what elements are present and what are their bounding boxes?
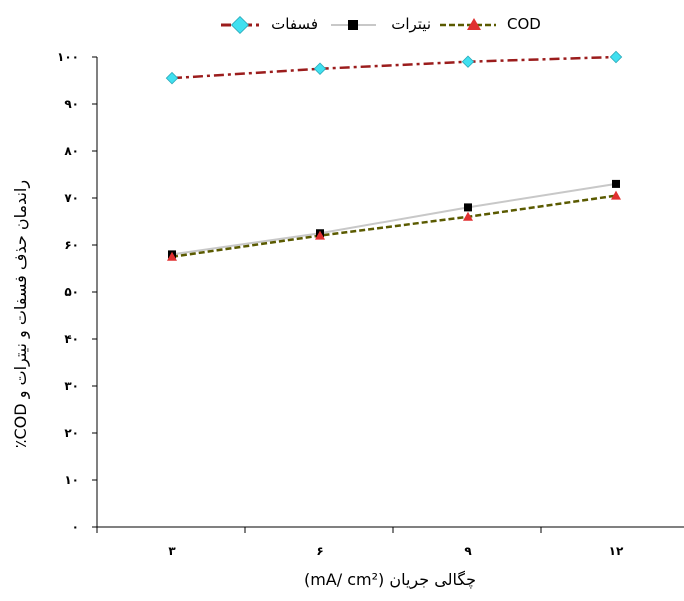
legend-label-nitrate: نیترات (391, 15, 431, 33)
x-tick-label: ۱۲ (609, 544, 624, 558)
y-tick-label: ۹۰ (64, 97, 79, 111)
data-point (612, 179, 620, 188)
y-tick-label: ۳۰ (64, 379, 79, 393)
data-point (463, 211, 473, 221)
data-point (464, 203, 472, 212)
data-point (313, 62, 327, 75)
y-tick-label: ۵۰ (64, 285, 79, 299)
x-tick-label: ۳ (168, 544, 176, 558)
x-axis-title: چگالی جریان (mA/ cm²) (304, 570, 476, 590)
y-tick-label: ۱۰ (64, 473, 79, 487)
y-tick-label: ۲۰ (64, 426, 79, 440)
y-axis: ۰ ۱۰ ۲۰ ۳۰ ۴۰ ۵۰ ۶۰ ۷۰ ۸۰ ۹۰ ۱۰۰ (57, 50, 98, 534)
plot-area: ۰ ۱۰ ۲۰ ۳۰ ۴۰ ۵۰ ۶۰ ۷۰ ۸۰ ۹۰ ۱۰۰ ۳ ۶ ۹ ۱۲ (57, 50, 684, 558)
data-point (167, 251, 177, 261)
series-line-1 (171, 182, 617, 256)
y-tick-label: ۱۰۰ (57, 50, 79, 64)
y-tick-label: ۶۰ (64, 238, 79, 252)
series-line-2 (171, 194, 617, 258)
y-tick-label: ۷۰ (64, 191, 79, 205)
data-point (611, 190, 621, 200)
legend-label-cod: COD (507, 15, 541, 33)
y-tick-label: ۴۰ (64, 332, 79, 346)
x-tick-label: ۹ (464, 544, 472, 558)
legend-item-nitrate: نیترات (331, 15, 431, 33)
y-axis-title: راندمان حذف فسفات و نیترات و COD٪ (11, 180, 31, 448)
legend: فسفات نیترات COD (221, 15, 541, 35)
legend-item-phosphate: فسفات (221, 15, 318, 35)
series-line-0 (171, 55, 617, 80)
data-point (165, 71, 179, 85)
data-point (461, 55, 475, 68)
y-tick-label: ۸۰ (64, 144, 79, 158)
legend-item-cod: COD (440, 15, 541, 33)
legend-label-phosphate: فسفات (271, 15, 318, 33)
y-tick-label: ۰ (72, 520, 79, 534)
series-layer (165, 50, 623, 261)
x-tick-label: ۶ (316, 544, 323, 558)
data-point (609, 50, 623, 64)
x-axis: ۳ ۶ ۹ ۱۲ (96, 526, 684, 558)
data-point (315, 230, 325, 240)
